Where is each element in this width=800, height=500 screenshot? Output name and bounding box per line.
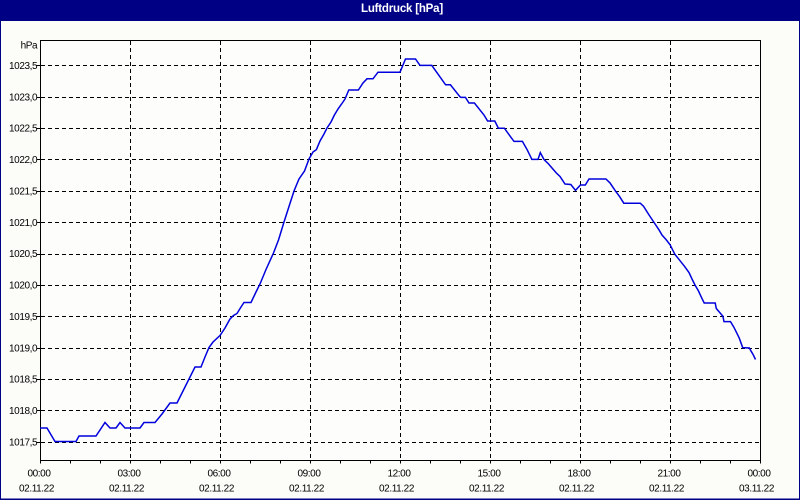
svg-text:1023,5: 1023,5 <box>9 61 38 72</box>
svg-text:02.11.22: 02.11.22 <box>379 484 415 495</box>
svg-text:1023,0: 1023,0 <box>9 92 38 103</box>
svg-text:00:00: 00:00 <box>27 469 51 480</box>
svg-text:03:00: 03:00 <box>117 469 141 480</box>
svg-text:1022,0: 1022,0 <box>9 155 38 166</box>
svg-text:1019,0: 1019,0 <box>9 343 38 354</box>
svg-text:1020,5: 1020,5 <box>9 249 38 260</box>
svg-text:1020,0: 1020,0 <box>9 281 38 292</box>
svg-text:1018,5: 1018,5 <box>9 375 38 386</box>
svg-text:03.11.22: 03.11.22 <box>739 484 775 495</box>
svg-text:1017,5: 1017,5 <box>9 437 38 448</box>
svg-text:06:00: 06:00 <box>207 469 231 480</box>
svg-text:1018,0: 1018,0 <box>9 406 38 417</box>
svg-text:15:00: 15:00 <box>477 469 501 480</box>
svg-text:12:00: 12:00 <box>387 469 411 480</box>
svg-text:1019,5: 1019,5 <box>9 312 38 323</box>
svg-text:hPa: hPa <box>21 40 38 51</box>
svg-text:1021,0: 1021,0 <box>9 218 38 229</box>
svg-text:21:00: 21:00 <box>657 469 681 480</box>
svg-text:1022,5: 1022,5 <box>9 124 38 135</box>
svg-text:02.11.22: 02.11.22 <box>109 484 145 495</box>
svg-text:02.11.22: 02.11.22 <box>649 484 685 495</box>
svg-text:Luftdruck [hPa]: Luftdruck [hPa] <box>361 3 443 15</box>
svg-text:02.11.22: 02.11.22 <box>19 484 55 495</box>
svg-text:09:00: 09:00 <box>297 469 321 480</box>
svg-text:00:00: 00:00 <box>747 469 771 480</box>
svg-text:02.11.22: 02.11.22 <box>289 484 325 495</box>
svg-text:18:00: 18:00 <box>567 469 591 480</box>
svg-text:1021,5: 1021,5 <box>9 186 38 197</box>
svg-text:02.11.22: 02.11.22 <box>559 484 595 495</box>
svg-text:02.11.22: 02.11.22 <box>469 484 505 495</box>
svg-text:02.11.22: 02.11.22 <box>199 484 235 495</box>
